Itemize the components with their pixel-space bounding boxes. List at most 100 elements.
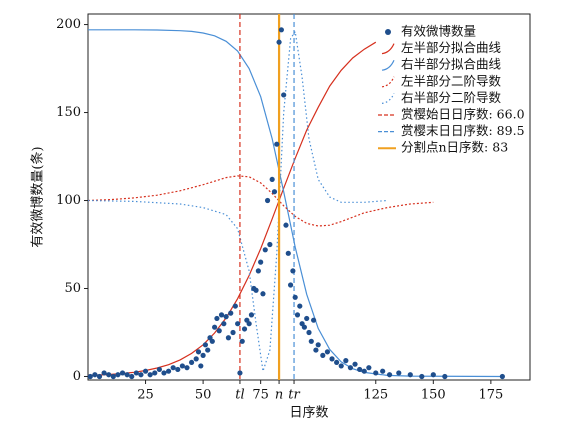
scatter-point xyxy=(106,372,112,378)
legend-marker xyxy=(381,59,395,71)
fit-curve xyxy=(87,41,377,376)
scatter-point xyxy=(281,92,287,98)
scatter-point xyxy=(138,372,144,378)
scatter-point xyxy=(306,329,312,336)
y-tick-label: 150 xyxy=(56,105,81,120)
legend-label: 左半部分拟合曲线 xyxy=(401,40,502,55)
scatter-point xyxy=(357,366,363,373)
scatter-point xyxy=(228,310,234,316)
fit-curve xyxy=(87,29,388,372)
scatter-point xyxy=(110,373,116,380)
scatter-point xyxy=(165,368,172,374)
scatter-point xyxy=(142,368,149,374)
scatter-point xyxy=(216,328,222,334)
scatter-point xyxy=(248,312,255,318)
scatter-point xyxy=(361,368,367,374)
scatter-point xyxy=(152,370,158,376)
scatter-point xyxy=(221,321,227,327)
plot-frame xyxy=(87,13,531,381)
scatter-point xyxy=(264,197,271,204)
scatter-point xyxy=(258,259,264,265)
y-tick-label: 100 xyxy=(56,193,81,208)
x-tick-label: 125 xyxy=(363,388,388,403)
scatter-point xyxy=(147,372,153,378)
x-tick-label: 50 xyxy=(195,388,212,403)
scatter-point xyxy=(338,363,344,369)
scatter-point xyxy=(200,352,206,358)
x-tick-label: n xyxy=(275,388,283,403)
x-tick-label: tr xyxy=(288,388,300,403)
scatter-point xyxy=(179,363,185,369)
scatter-point xyxy=(237,370,243,376)
scatter-point xyxy=(170,365,176,371)
scatter-point xyxy=(92,372,98,378)
scatter-point xyxy=(214,315,220,322)
scatter-point xyxy=(193,356,199,362)
scatter-point xyxy=(311,317,317,323)
scatter-point xyxy=(380,368,386,374)
x-tick-label: 150 xyxy=(421,388,446,403)
legend-label: 赏樱始日日序数: 66.0 xyxy=(401,107,525,122)
scatter-point xyxy=(396,370,402,376)
scatter-point xyxy=(269,176,275,183)
scatter-point xyxy=(246,321,252,327)
scatter-point xyxy=(343,358,349,364)
scatter-point xyxy=(352,361,358,367)
scatter-point xyxy=(419,373,425,380)
scatter-point xyxy=(407,372,413,378)
x-tick-label: 175 xyxy=(478,388,503,403)
scatter-point xyxy=(334,359,340,366)
scatter-point xyxy=(283,222,289,228)
x-tick-label: 25 xyxy=(137,388,154,403)
scatter-point xyxy=(175,366,181,373)
scatter-point xyxy=(223,314,229,320)
scatter-point xyxy=(262,247,268,253)
scatter-point xyxy=(347,365,354,371)
scatter-point xyxy=(320,352,326,358)
legend-label: 有效微博数量 xyxy=(401,24,476,39)
scatter-point xyxy=(271,189,278,195)
scatter-point xyxy=(442,373,448,380)
scatter-point xyxy=(161,370,167,376)
scatter-point xyxy=(87,373,93,380)
y-tick-label: 200 xyxy=(56,17,81,32)
scatter-point xyxy=(366,365,372,371)
legend-label: 分割点n日序数: 83 xyxy=(401,140,508,155)
scatter-point xyxy=(195,349,202,355)
fit-curve xyxy=(88,29,503,378)
scatter-point xyxy=(267,241,273,248)
scatter-point xyxy=(212,324,218,330)
scatter-point xyxy=(253,287,259,293)
scatter-point xyxy=(313,347,319,353)
scatter-point xyxy=(276,39,282,45)
scatter-point xyxy=(294,312,301,318)
fit-curve xyxy=(87,175,434,227)
scatter-point xyxy=(119,370,126,376)
scatter-point xyxy=(290,268,296,274)
y-tick-label: 50 xyxy=(64,281,81,296)
scatter-point xyxy=(430,372,436,378)
scatter-point xyxy=(287,282,294,288)
y-tick-label: 0 xyxy=(73,369,81,384)
legend-marker xyxy=(381,76,395,88)
scatter-point xyxy=(329,356,335,362)
x-tick-label: tl xyxy=(235,388,244,403)
scatter-point xyxy=(129,373,135,380)
x-axis-label: 日序数 xyxy=(289,406,328,421)
legend-label: 赏樱末日日序数: 89.5 xyxy=(401,123,525,138)
scatter-point xyxy=(292,294,298,300)
legend-label: 右半部分拟合曲线 xyxy=(401,57,502,72)
scatter-point xyxy=(255,268,261,274)
scatter-point xyxy=(96,373,103,380)
scatter-point xyxy=(297,303,303,309)
scatter-point xyxy=(301,324,307,330)
x-tick-label: 75 xyxy=(252,388,269,403)
legend-marker xyxy=(385,29,391,35)
legend-marker xyxy=(381,93,395,104)
scatter-point xyxy=(285,250,291,256)
scatter-point xyxy=(315,342,321,348)
scatter-point xyxy=(115,372,121,378)
scatter-point xyxy=(198,363,204,369)
scatter-point xyxy=(324,349,331,355)
